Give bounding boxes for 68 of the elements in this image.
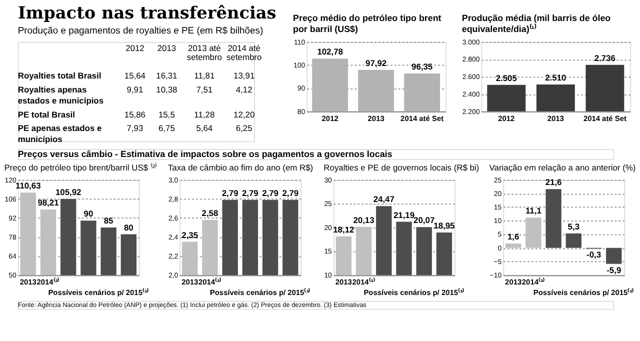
chart-title: Preço do petróleo tipo brent/barril US$ ⁽²⁾: [4, 162, 158, 172]
data-label: 12,20: [234, 109, 255, 120]
data-label: 7,93: [126, 123, 144, 134]
category-label: 2014 até setembro: [226, 42, 262, 62]
category-label: 2013 até setembro: [186, 42, 222, 62]
data-label: 15,86: [124, 109, 146, 120]
chart-title: Produção média (mil barris de óleo equivalente/dia)⁽¹⁾: [462, 13, 612, 34]
bar: [505, 244, 522, 248]
data-label: 18,95: [434, 220, 456, 230]
data-label: 7,51: [196, 84, 213, 95]
bar: [526, 218, 542, 248]
data-label: 90: [84, 208, 94, 219]
data-label: 6,25: [236, 123, 253, 134]
data-label: 96,35: [412, 62, 433, 72]
chart-title: Preço médio do petróleo tipo brent por barril (US$): [293, 13, 442, 34]
chart-title: Royalties e PE de governos locais (R$ bi): [324, 162, 480, 172]
data-label: 2.510: [545, 72, 567, 82]
data-label: 105,92: [55, 187, 82, 198]
data-label: 24,47: [373, 194, 395, 204]
data-label: 11,28: [194, 109, 215, 120]
data-label: 2,35: [182, 230, 198, 240]
category-label: 2012: [126, 42, 145, 53]
data-label: 11,1: [525, 206, 542, 216]
data-label: 5,3: [568, 221, 580, 232]
bar: [606, 248, 622, 264]
text: PE total Brasil: [18, 109, 75, 120]
data-label: 85: [104, 215, 114, 226]
data-label: 2,79: [222, 188, 239, 198]
data-label: 2,79: [262, 188, 279, 198]
data-label: 13,91: [234, 70, 255, 81]
data-label: 15,64: [124, 70, 146, 81]
data-label: 20,13: [353, 214, 375, 225]
data-label: 1,6: [507, 232, 520, 242]
data-label: 2,79: [282, 188, 299, 198]
data-label: 20,07: [414, 215, 435, 226]
data-label: 15,5: [158, 109, 176, 120]
chart-title: Taxa de câmbio ao fim do ano (em R$): [168, 162, 314, 172]
text: Produção e pagamentos de royalties e PE (em R$ bilhões): [18, 24, 264, 36]
data-label: 18,12: [333, 224, 355, 234]
text: PE apenas estados e municípios: [18, 123, 102, 144]
data-label: 80: [124, 222, 134, 232]
data-label: 102,78: [317, 46, 344, 57]
data-label: -0,3: [586, 250, 602, 260]
data-label: 21,19: [393, 210, 415, 220]
data-label: 2,58: [202, 208, 218, 218]
category-label: 2013: [157, 42, 176, 53]
data-label: 110,63: [15, 180, 42, 191]
text: Royalties total Brasil: [18, 70, 102, 81]
bar: [566, 233, 582, 248]
data-label: 16,31: [156, 70, 178, 81]
data-label: 21,6: [545, 177, 562, 188]
text: Royalties apenas estados e municípios: [18, 84, 104, 106]
data-label: 2,79: [242, 188, 259, 198]
data-label: 10,38: [156, 84, 178, 95]
text: Impacto nas transferências: [18, 2, 276, 23]
bar: [546, 189, 562, 248]
data-label: 11,81: [194, 70, 215, 81]
data-label: 4,12: [236, 84, 253, 95]
data-label: 2.736: [594, 52, 616, 63]
data-label: 2.505: [496, 72, 518, 83]
data-label: 9,91: [126, 84, 144, 95]
data-label: 6,75: [158, 123, 176, 134]
data-label: 97,92: [366, 58, 387, 68]
data-label: 5,64: [196, 123, 213, 134]
chart-title: Variação em relação a ano anterior (%): [489, 162, 636, 172]
data-label: -5,9: [606, 264, 622, 275]
text: Preços versus câmbio - Estimativa de impactos sobre os pagamentos a governos locais: [18, 149, 392, 159]
data-label: 98,21: [38, 198, 60, 208]
